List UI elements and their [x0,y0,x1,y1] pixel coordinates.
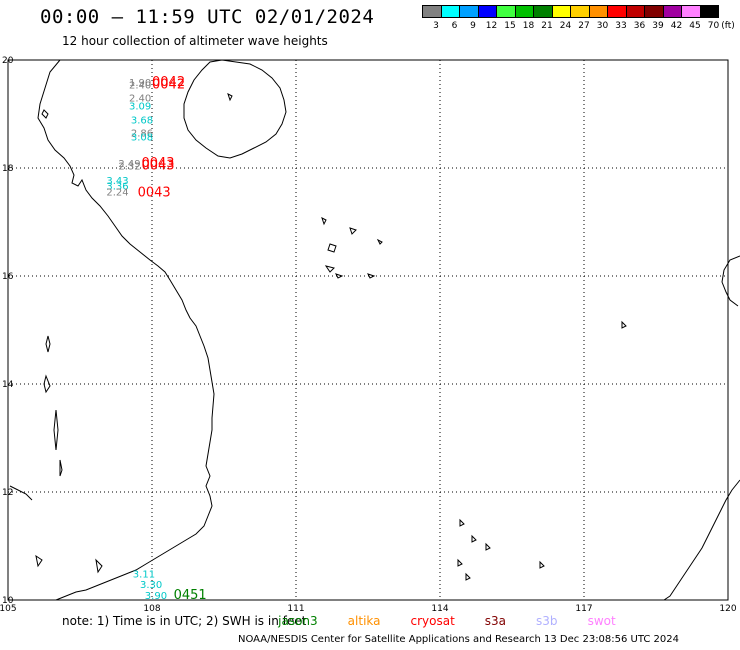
observation-time-label: 0043 [141,159,174,174]
wave-height-label: 1.90 [129,78,151,89]
island [367,273,376,279]
wave-height-label: 3.36 [106,182,128,193]
island [321,217,327,226]
satellite-cryosat: cryosat [410,614,455,628]
observation-time-label: 0451 [174,588,207,603]
island [471,534,477,543]
island [335,273,344,279]
legend-label: 9 [470,21,476,31]
legend-label: 45 [689,21,701,31]
legend-label: 24 [559,21,572,31]
island [465,572,471,581]
gulf-coastline [9,485,33,501]
satellite-s3a: s3a [484,614,507,628]
footer-credit: NOAA/NESDIS Center for Satellite Applica… [238,634,680,645]
island [41,109,49,119]
lon-tick-label: 114 [431,604,448,614]
coastline [9,59,740,601]
lat-tick-label: 20 [2,56,14,66]
legend-swatch [699,5,719,18]
wave-height-label: 2.40 [129,94,151,105]
legend-label: 42 [670,21,683,31]
lat-tick-label: 12 [2,488,13,498]
lon-tick-label: 117 [575,604,592,614]
palawan-coastline [663,479,740,601]
satellite-altika: altika [347,614,381,628]
notes-prefix: note: 1) Time is in UTC; 2) SWH is in fe… [62,614,307,628]
wave-height-label: 3.90 [145,591,167,602]
legend-label: 70 [707,21,720,31]
axis-tick-labels: 105 108 111 114 117 120 20 18 16 14 12 10 [0,56,737,614]
satellite-list: jason3 altika cryosat s3a s3b swot [278,614,616,628]
island [35,554,43,568]
lat-tick-label: 18 [2,164,14,174]
island [324,265,335,273]
wave-height-label: 2.40 [129,81,151,92]
color-legend: 3 6 9 12 15 18 21 24 27 30 33 36 39 42 45 70 (ft) [422,5,735,33]
notes-line: note: 1) Time is in UTC; 2) SWH is in fe… [62,614,616,628]
lon-tick-label: 108 [143,604,160,614]
satellite-jason3: jason3 [278,614,318,628]
wave-height-label: 3.43 [106,176,128,187]
lon-tick-label: 105 [0,604,17,614]
legend-label: 30 [596,21,609,31]
page-title: 00:00 – 11:59 UTC 02/01/2024 [40,6,375,28]
observation-time-label: 0042 [152,78,185,93]
hainan-island-coastline [183,59,287,159]
lon-tick-label: 111 [287,604,304,614]
wave-height-label: 2.24 [106,188,128,199]
wave-height-label: 2.32 [118,162,140,173]
legend-label: 27 [578,21,590,31]
wave-observations: 1.902.40 004200422.403.093.682.863.082.49… [106,75,206,603]
island [59,459,63,477]
lat-tick-label: 10 [2,596,14,606]
lat-tick-label: 16 [2,272,14,282]
island [621,320,627,329]
lon-tick-label: 120 [719,604,736,614]
map-frame [7,59,729,601]
vietnam-coastline [37,59,215,601]
satellite-s3b: s3b [536,614,558,628]
legend-label: 15 [504,21,516,31]
wave-height-label: 2.49 [118,159,140,170]
lat-tick-label: 14 [2,380,14,390]
wave-height-label: 3.30 [140,580,162,591]
legend-label: 21 [541,21,553,31]
wave-height-label: 3.09 [129,102,151,113]
legend-label: 39 [652,21,664,31]
satellite-swot: swot [587,614,616,628]
legend-label: 18 [522,21,535,31]
legend-label: 6 [451,21,458,31]
map-grid [7,59,729,601]
legend-label: 36 [633,21,646,31]
island [327,243,337,253]
observation-time-label: 0043 [141,156,174,171]
legend-label: 12 [485,21,498,31]
legend-label: 33 [615,21,627,31]
island [349,227,357,235]
island [459,518,465,527]
wave-height-label: 3.08 [131,132,153,143]
island [43,374,51,394]
wave-height-label: 3.68 [131,116,153,127]
island [539,560,545,569]
island [53,409,59,451]
legend-unit: (ft) [721,21,735,31]
legend-label: 3 [433,21,439,31]
luzon-coastline [721,255,740,307]
observation-time-label: 0043 [138,186,171,201]
island [376,238,383,245]
island [227,93,233,102]
observation-time-label: 0042 [152,75,185,90]
island [45,335,51,353]
island [95,558,103,574]
island [457,558,463,567]
wave-height-label: 2.86 [131,129,153,140]
island [485,542,491,551]
page-subtitle: 12 hour collection of altimeter wave hei… [62,34,328,48]
wave-height-label: 3.11 [133,569,155,580]
